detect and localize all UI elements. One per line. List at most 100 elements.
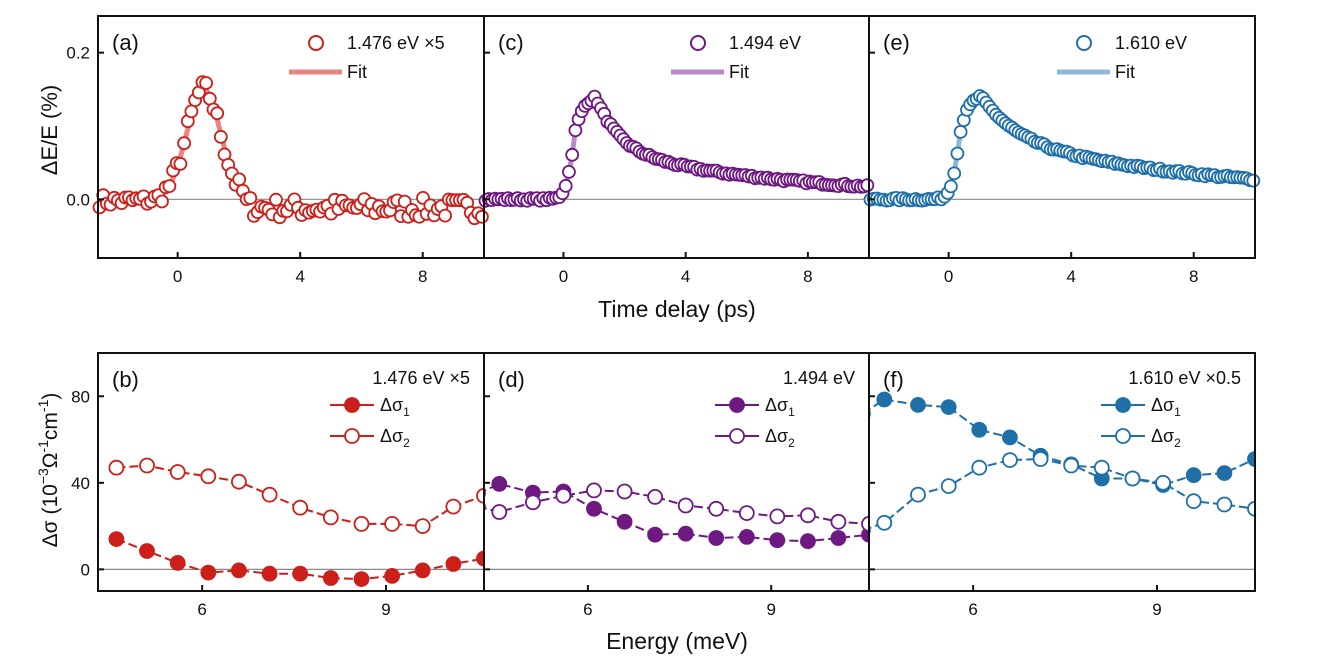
top-3-legend-fit-label: Fit — [1115, 62, 1135, 82]
bottom-3-series-2-point — [1124, 470, 1141, 487]
bottom-2-series-2-point — [830, 513, 847, 530]
top-1-x-tick-label: 0 — [173, 267, 182, 286]
bottom-3-series-2-point — [1032, 451, 1049, 467]
bottom-2-series-1-point — [738, 529, 755, 545]
bottom-2-series-group — [484, 475, 869, 550]
top-3-x-tick-label: 8 — [1189, 267, 1198, 286]
top-2-legend-data-label: 1.494 eV — [729, 33, 801, 53]
bottom-1-series-1-point — [414, 562, 431, 579]
bottom-3-series-2-point — [1063, 457, 1080, 474]
bottom-3-series-1-point — [910, 396, 926, 413]
bottom-2-series-2-point — [525, 494, 541, 511]
top-3-data-point — [944, 179, 958, 194]
bottom-3-series-2-point — [940, 478, 957, 495]
bottom-1-legend-label-2: Δσ2 — [380, 426, 410, 450]
bottom-3-series-1-point — [1247, 451, 1255, 467]
top-2-legend-marker — [690, 35, 706, 51]
top-2-data-point — [562, 164, 576, 179]
top-1-data-point — [243, 191, 258, 205]
bottom-1-series-2-point — [292, 499, 309, 516]
bottom-3-series-1-point — [1185, 467, 1202, 484]
bottom-1-series-2-point — [322, 509, 339, 526]
top-3-data-point — [953, 124, 968, 139]
bottom-1-series-2-point — [476, 487, 484, 504]
bottom-3-legend-swatch-marker-1 — [1115, 397, 1131, 413]
bottom-2-legend-swatch-marker-1 — [729, 397, 745, 413]
top-2-x-tick-label: 0 — [559, 267, 568, 286]
top-3-frame — [868, 15, 1256, 259]
top-2-frame — [483, 15, 870, 259]
bottom-3-legend-sym-1: Δσ — [1151, 395, 1174, 415]
top-1-panel-label: (a) — [112, 30, 139, 55]
top-1-data-point — [162, 179, 177, 194]
top-2-data-point — [565, 147, 580, 162]
bottom-3-legend-sub-2: 2 — [1174, 436, 1181, 450]
bottom-2-legend-sub-1: 1 — [788, 405, 795, 419]
bottom-3-frame — [868, 352, 1256, 592]
bottom-2-legend-sym-1: Δσ — [765, 395, 788, 415]
bottom-3-legend-swatch-marker-2 — [1115, 428, 1131, 444]
bottom-1-series-1-point — [476, 550, 484, 567]
bottom-3-series-1-line — [869, 398, 1255, 487]
top-1-data-point — [232, 172, 247, 187]
bottom-2-series-1-point — [800, 533, 816, 550]
legends: (a) 1.476 eV ×5 Fit (c) 1.494 eV Fit (e) 1.610 … — [112, 30, 1241, 450]
bottom-3-series-2-point — [1155, 474, 1171, 491]
bottom-2-series-2-point — [491, 504, 508, 520]
bottom-2-legend-swatch-marker-2 — [729, 428, 745, 444]
bottom-2-legend-label-2: Δσ2 — [765, 426, 795, 450]
bottom-2-series-2-point — [616, 483, 633, 500]
top-1-data-point — [184, 104, 199, 119]
bottom-1-y-tick-label: 80 — [71, 387, 90, 406]
bottom-1-series-1-point — [322, 570, 339, 586]
bottom-1-series-1-point — [108, 531, 125, 547]
bottom-1-series-1-point — [353, 571, 370, 587]
top-y-axis-label: ΔE/E (%) — [37, 85, 62, 175]
top-1-legend-data-label: 1.476 eV ×5 — [347, 33, 445, 53]
top-2-data-point — [558, 178, 573, 193]
bottom-2-legend-sub-2: 2 — [788, 436, 795, 450]
top-2-data-point — [860, 178, 875, 193]
bottom-3-series-2-point — [1093, 459, 1110, 476]
bottom-1-legend-label-1: Δσ1 — [380, 395, 410, 419]
bottom-y-exp2: -1 — [35, 440, 51, 453]
bottom-3-series-2-point — [1185, 493, 1202, 510]
bottom-2-series-2-point — [708, 500, 725, 517]
bottom-y-cm: cm — [39, 412, 62, 440]
bottom-3-series-2-point — [910, 486, 926, 503]
bottom-2-series-2-point — [738, 505, 755, 521]
bottom-1-panel-label: (b) — [112, 367, 139, 392]
top-3-fit-curve — [927, 94, 1258, 202]
top-1-data-point — [438, 208, 453, 223]
bottom-1-series-2-point — [445, 498, 462, 515]
top-1-data-point — [210, 106, 225, 121]
bottom-3-series-1-point — [971, 421, 988, 438]
data-markers — [92, 75, 1261, 587]
bottom-1-series-2-point — [353, 516, 370, 532]
bottom-2-legend-title: 1.494 eV — [783, 368, 855, 388]
bottom-y-suffix: ) — [39, 393, 62, 400]
bottom-1-series-1-point — [292, 565, 309, 582]
panel-frames — [97, 15, 1256, 592]
bottom-3-series-2-point — [971, 459, 988, 476]
bottom-1-legend-swatch-marker-1 — [344, 397, 360, 413]
bottom-x-axis-label: Energy (meV) — [606, 628, 748, 654]
bottom-3-legend-sub-1: 1 — [1174, 405, 1181, 419]
bottom-1-series-2-point — [139, 457, 155, 474]
bottom-3-series-1-point — [869, 408, 871, 419]
top-1-data-point — [177, 136, 192, 151]
top-3-data-point — [1246, 173, 1261, 188]
bottom-2-panel-label: (d) — [498, 367, 525, 392]
top-1-y-tick-label: 0.2 — [66, 44, 90, 63]
top-1-legend-fit-label: Fit — [347, 62, 367, 82]
top-1-data-point — [213, 129, 228, 144]
fit-curves — [169, 86, 1258, 202]
bottom-3-legend-label-1: Δσ1 — [1151, 395, 1181, 419]
bottom-1-y-tick-label: 40 — [71, 474, 90, 493]
bottom-2-series-1-point — [769, 532, 786, 549]
bottom-1-series-2-point — [230, 473, 247, 490]
bottom-1-series-2-point — [414, 518, 431, 534]
top-3-panel-label: (e) — [883, 30, 910, 55]
